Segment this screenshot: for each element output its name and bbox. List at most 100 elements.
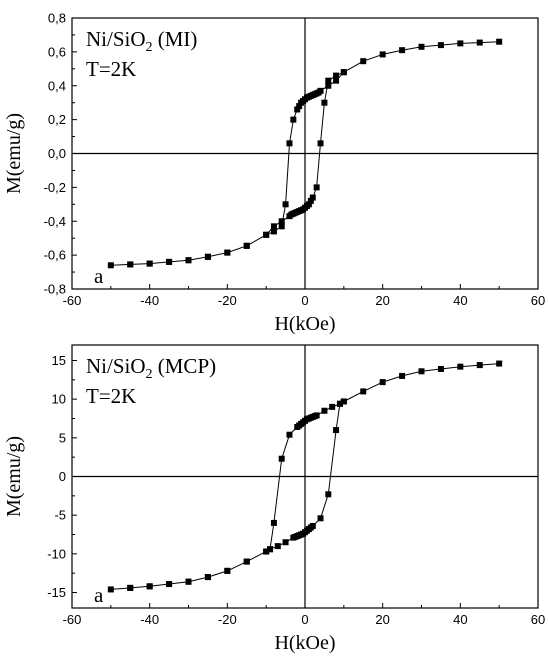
data-point-marker bbox=[336, 400, 343, 407]
x-tick-label: 40 bbox=[453, 293, 467, 308]
y-tick-label: 0 bbox=[59, 469, 66, 484]
data-point-marker bbox=[286, 140, 293, 147]
zero-lines bbox=[72, 18, 538, 289]
y-tick-label: -5 bbox=[54, 508, 66, 523]
y-tick-label: 5 bbox=[59, 430, 66, 445]
x-tick-label: -20 bbox=[218, 293, 237, 308]
data-point-marker bbox=[333, 77, 340, 84]
data-point-marker bbox=[360, 388, 367, 395]
data-point-marker bbox=[166, 258, 173, 265]
data-point-marker bbox=[267, 546, 274, 553]
data-point-marker bbox=[418, 368, 425, 375]
x-axis-label: H(kOe) bbox=[274, 313, 335, 335]
data-point-marker bbox=[379, 379, 386, 386]
data-point-marker bbox=[321, 407, 328, 414]
chart-panel-mcp: -60 -40 -20 0 20 40 60 -15 -10 -5 0 5 10 15 Ni/SiO2 … bbox=[3, 344, 545, 654]
data-point-marker bbox=[317, 87, 324, 94]
hysteresis-loop-series bbox=[107, 38, 503, 269]
data-point-marker bbox=[127, 584, 134, 591]
data-point-marker bbox=[307, 197, 314, 204]
data-point-marker bbox=[418, 43, 425, 50]
data-point-marker bbox=[325, 82, 332, 89]
x-tick-label: -60 bbox=[63, 293, 82, 308]
data-point-marker bbox=[274, 543, 281, 550]
x-tick-label: 0 bbox=[301, 293, 308, 308]
data-point-marker bbox=[379, 51, 386, 58]
data-point-marker bbox=[329, 403, 336, 410]
x-tick-label: 40 bbox=[453, 612, 467, 627]
data-point-marker bbox=[204, 574, 211, 581]
data-point-marker bbox=[127, 261, 134, 268]
y-tick-label: -15 bbox=[47, 585, 66, 600]
data-point-marker bbox=[296, 103, 303, 110]
data-point-marker bbox=[185, 578, 192, 585]
y-axis-label: M(emu/g) bbox=[3, 113, 25, 194]
data-point-marker bbox=[107, 586, 114, 593]
data-point-marker bbox=[286, 431, 293, 438]
data-point-marker bbox=[333, 72, 340, 79]
y-tick-label: 15 bbox=[52, 353, 66, 368]
y-axis-label: M(emu/g) bbox=[3, 436, 25, 517]
data-point-marker bbox=[437, 365, 444, 372]
data-point-marker bbox=[333, 427, 340, 434]
y-tick-label: -0,4 bbox=[44, 214, 66, 229]
hysteresis-loop-series bbox=[107, 360, 503, 593]
data-point-marker bbox=[496, 38, 503, 45]
x-tick-label: -40 bbox=[140, 293, 159, 308]
data-point-marker bbox=[457, 363, 464, 370]
x-tick-label: 20 bbox=[375, 293, 389, 308]
zero-lines bbox=[72, 345, 538, 608]
y-tick-label: -0,8 bbox=[44, 282, 66, 297]
x-tick-label: -60 bbox=[63, 612, 82, 627]
y-tick-label: -0,6 bbox=[44, 248, 66, 263]
data-point-marker bbox=[317, 140, 324, 147]
data-point-marker bbox=[457, 40, 464, 47]
data-point-marker bbox=[263, 548, 270, 555]
data-point-marker bbox=[270, 223, 277, 230]
data-point-marker bbox=[146, 260, 153, 267]
data-point-marker bbox=[270, 228, 277, 235]
data-point-marker bbox=[294, 106, 301, 113]
data-point-marker bbox=[476, 362, 483, 369]
y-tick-label: -10 bbox=[47, 546, 66, 561]
x-tick-label: 0 bbox=[301, 612, 308, 627]
y-axis-ticks: -0,8 -0,6 -0,4 -0,2 0,0 0,2 0,4 0,6 0,8 bbox=[44, 11, 77, 297]
temperature-annotation: T=2K bbox=[86, 384, 136, 408]
panel-label: a bbox=[94, 583, 104, 607]
data-point-marker bbox=[243, 558, 250, 565]
y-tick-label: 0,0 bbox=[48, 146, 66, 161]
data-point-marker bbox=[263, 231, 270, 238]
data-point-marker bbox=[224, 249, 231, 256]
data-point-marker bbox=[360, 58, 367, 65]
data-point-marker bbox=[313, 412, 320, 419]
data-point-marker bbox=[290, 534, 297, 541]
data-point-marker bbox=[313, 184, 320, 191]
data-point-marker bbox=[340, 398, 347, 405]
data-point-marker bbox=[146, 583, 153, 590]
data-point-marker bbox=[496, 360, 503, 367]
x-tick-label: -20 bbox=[218, 612, 237, 627]
x-tick-label: 60 bbox=[531, 293, 545, 308]
data-point-marker bbox=[290, 116, 297, 123]
temperature-annotation: T=2K bbox=[86, 57, 136, 81]
data-point-marker bbox=[399, 372, 406, 379]
x-axis-ticks: -60 -40 -20 0 20 40 60 bbox=[63, 284, 545, 308]
data-point-marker bbox=[282, 539, 289, 546]
y-tick-label: 0,4 bbox=[48, 78, 66, 93]
data-point-marker bbox=[340, 69, 347, 76]
panel-label: a bbox=[94, 264, 104, 288]
x-tick-label: 60 bbox=[531, 612, 545, 627]
x-axis-ticks: -60 -40 -20 0 20 40 60 bbox=[63, 603, 545, 627]
data-point-marker bbox=[166, 581, 173, 588]
chart-title: Ni/SiO2 (MI) bbox=[86, 27, 197, 55]
data-point-marker bbox=[476, 39, 483, 46]
y-tick-label: 0,2 bbox=[48, 112, 66, 127]
x-tick-label: -40 bbox=[140, 612, 159, 627]
chart-title: Ni/SiO2 (MCP) bbox=[86, 354, 216, 382]
x-tick-label: 20 bbox=[375, 612, 389, 627]
data-point-marker bbox=[185, 257, 192, 264]
data-point-marker bbox=[325, 491, 332, 498]
data-point-marker bbox=[224, 567, 231, 574]
data-point-marker bbox=[286, 213, 293, 220]
data-point-marker bbox=[325, 77, 332, 84]
